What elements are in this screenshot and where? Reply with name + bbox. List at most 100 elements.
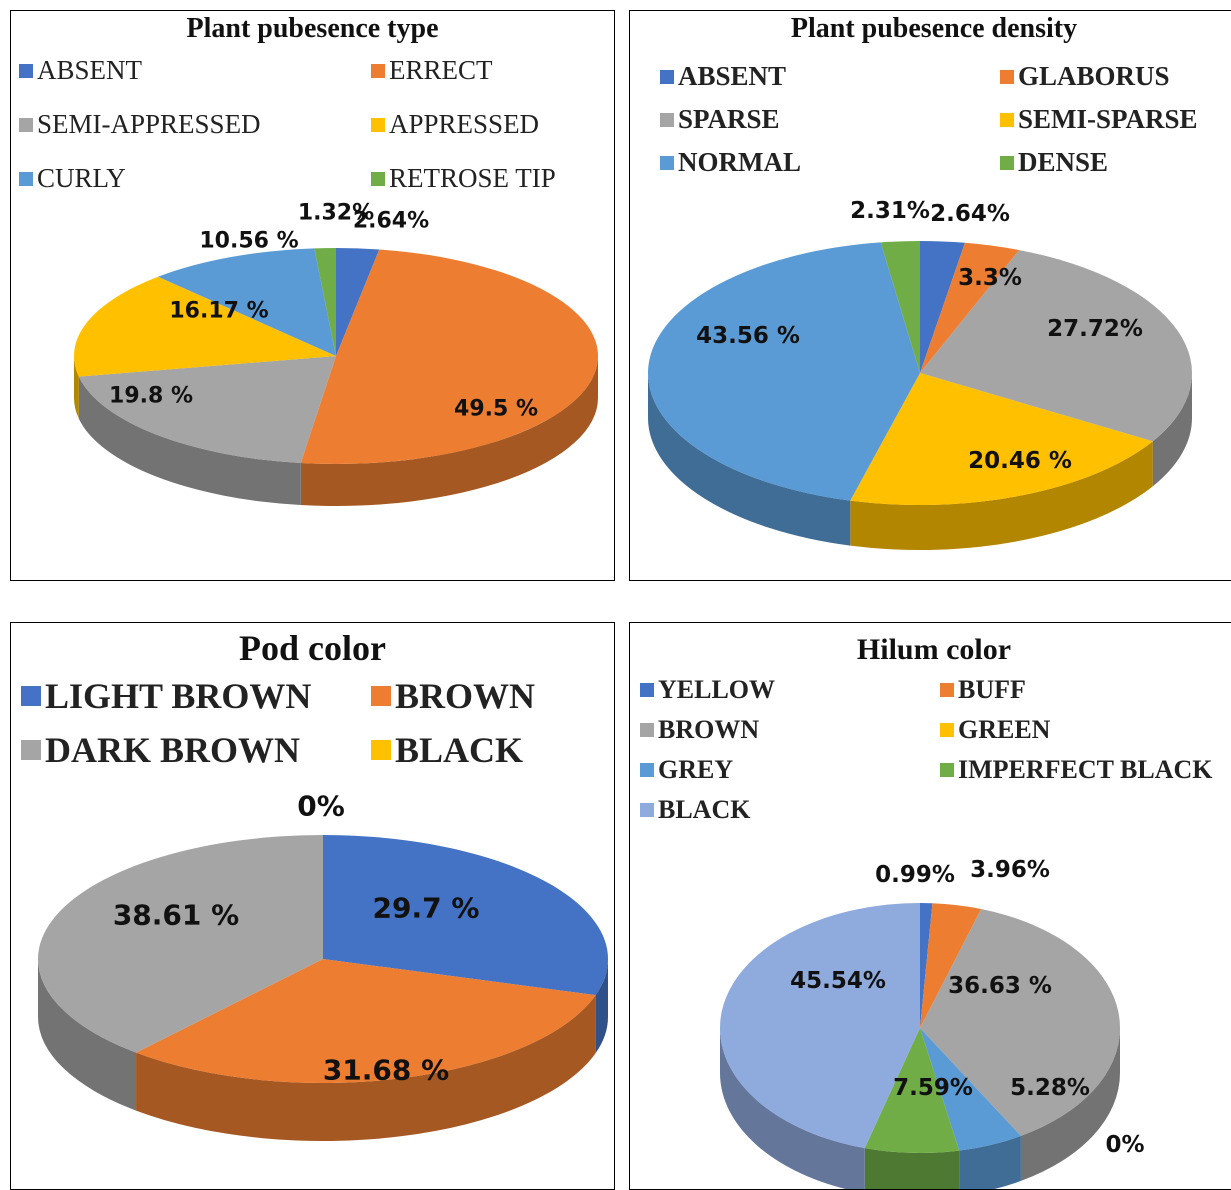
legend-item: GREEN	[940, 715, 1231, 745]
legend-swatch	[640, 763, 654, 777]
pie-slice	[880, 241, 920, 373]
pie-slice-side	[74, 356, 79, 419]
pie-slice	[78, 356, 336, 464]
chart-panel-pubesence-density: Plant pubesence density ABSENT GLABORUS SP…	[629, 10, 1231, 581]
legend-swatch	[1000, 155, 1014, 170]
chart-legend: LIGHT BROWN BROWN DARK BROWN BLACK	[21, 675, 614, 771]
legend-swatch	[940, 763, 954, 777]
pie-plot	[74, 248, 599, 506]
legend-item: YELLOW	[640, 675, 940, 705]
chart-title: Plant pubesence type	[186, 13, 439, 44]
legend-swatch	[21, 686, 41, 706]
legend-label: LIGHT BROWN	[45, 676, 312, 716]
legend-label: DARK BROWN	[45, 730, 301, 770]
data-label: 43.56 %	[696, 323, 800, 349]
legend-label: BLACK	[395, 730, 524, 770]
data-label: 29.7 %	[372, 891, 480, 925]
data-label: 3.3%	[958, 265, 1022, 291]
chart-legend: ABSENT GLABORUS SPARSE SEMI-SPARSE NORMAL DEN…	[660, 61, 1231, 178]
legend-swatch	[1000, 112, 1014, 127]
data-label: 0.99%	[875, 862, 955, 888]
data-label: 0%	[297, 789, 345, 823]
legend-item: NORMAL	[660, 147, 1000, 178]
legend-label: ABSENT	[37, 55, 143, 85]
pie-slice-side	[595, 959, 608, 1054]
legend-swatch	[21, 740, 41, 760]
legend-swatch	[19, 63, 33, 78]
legend-label: BUFF	[958, 675, 1026, 704]
pie-slice	[920, 250, 1192, 442]
legend-item: CURLY	[19, 163, 371, 194]
legend-item: ABSENT	[660, 61, 1000, 92]
legend-item: APPRESSED	[371, 109, 611, 140]
legend-swatch	[640, 723, 654, 737]
legend-item: BUFF	[940, 675, 1231, 705]
pie-slice-side	[1020, 1028, 1120, 1181]
chart-legend: YELLOW BUFF BROWN GREEN GREY IMPERFECT BLACK B…	[640, 675, 1231, 825]
legend-label: ABSENT	[678, 61, 787, 91]
legend-item: RETROSE TIP	[371, 163, 611, 194]
pie-plot	[37, 835, 609, 1141]
pie-slice	[300, 249, 599, 464]
pie-plot	[720, 903, 1121, 1189]
chart-legend: ABSENT ERRECT SEMI-APPRESSED APPRESSED CURLY…	[19, 55, 611, 194]
data-label: 38.61 %	[112, 898, 240, 932]
data-label: 20.46 %	[968, 448, 1072, 474]
legend-label: YELLOW	[658, 675, 776, 704]
pie-slice	[920, 908, 1121, 1136]
legend-label: GREEN	[958, 715, 1051, 744]
legend-swatch	[940, 723, 954, 737]
legend-item: DARK BROWN	[21, 729, 371, 771]
pie-slice-side	[78, 376, 301, 506]
pie-slice	[864, 1028, 960, 1153]
pie-slice-side	[959, 1135, 1021, 1189]
pie-slice	[920, 241, 965, 373]
legend-item: BROWN	[640, 715, 940, 745]
data-label: 19.8 %	[109, 383, 193, 409]
legend-item: SEMI-APPRESSED	[19, 109, 371, 140]
legend-swatch	[371, 63, 385, 78]
data-label: 10.56 %	[199, 228, 299, 254]
legend-label: BROWN	[395, 676, 536, 716]
legend-swatch	[940, 683, 954, 697]
legend-label: NORMAL	[678, 147, 801, 177]
data-label: 16.17 %	[169, 298, 269, 324]
pie-slice	[314, 248, 336, 356]
data-label: 49.5 %	[454, 396, 538, 422]
legend-item: IMPERFECT BLACK	[940, 755, 1231, 785]
legend-swatch	[640, 803, 654, 817]
legend-label: SPARSE	[678, 104, 780, 134]
legend-label: DENSE	[1018, 147, 1109, 177]
legend-item: ERRECT	[371, 55, 611, 86]
legend-swatch	[660, 155, 674, 170]
legend-label: CURLY	[37, 163, 126, 193]
data-label: 0%	[1105, 1132, 1145, 1158]
legend-swatch	[371, 740, 391, 760]
legend-swatch	[371, 686, 391, 706]
legend-label: ERRECT	[389, 55, 493, 85]
legend-label: RETROSE TIP	[389, 163, 556, 193]
pie-slice-side	[38, 959, 137, 1111]
data-label: 2.31%	[850, 198, 930, 224]
legend-item: BROWN	[371, 675, 614, 717]
legend-item: BLACK	[371, 729, 614, 771]
pie-slice	[720, 903, 920, 1149]
legend-item: GLABORUS	[1000, 61, 1231, 92]
legend-label: SEMI-APPRESSED	[37, 109, 261, 139]
legend-item: ABSENT	[19, 55, 371, 86]
legend-swatch	[19, 171, 33, 186]
pie-slice	[158, 248, 336, 356]
legend-swatch	[660, 69, 674, 84]
pie-slice	[336, 248, 380, 356]
chart-title: Plant pubesence density	[790, 13, 1078, 44]
legend-swatch	[371, 117, 385, 132]
pie-slice	[920, 903, 933, 1028]
legend-label: GREY	[658, 755, 734, 784]
data-label: 31.68 %	[322, 1053, 450, 1087]
pie-slice	[136, 959, 596, 1083]
pie-slice-side	[720, 1028, 865, 1189]
legend-item: SEMI-SPARSE	[1000, 104, 1231, 135]
legend-label: SEMI-SPARSE	[1018, 104, 1198, 134]
legend-item: LIGHT BROWN	[21, 675, 371, 717]
data-label: 36.63 %	[948, 973, 1052, 999]
